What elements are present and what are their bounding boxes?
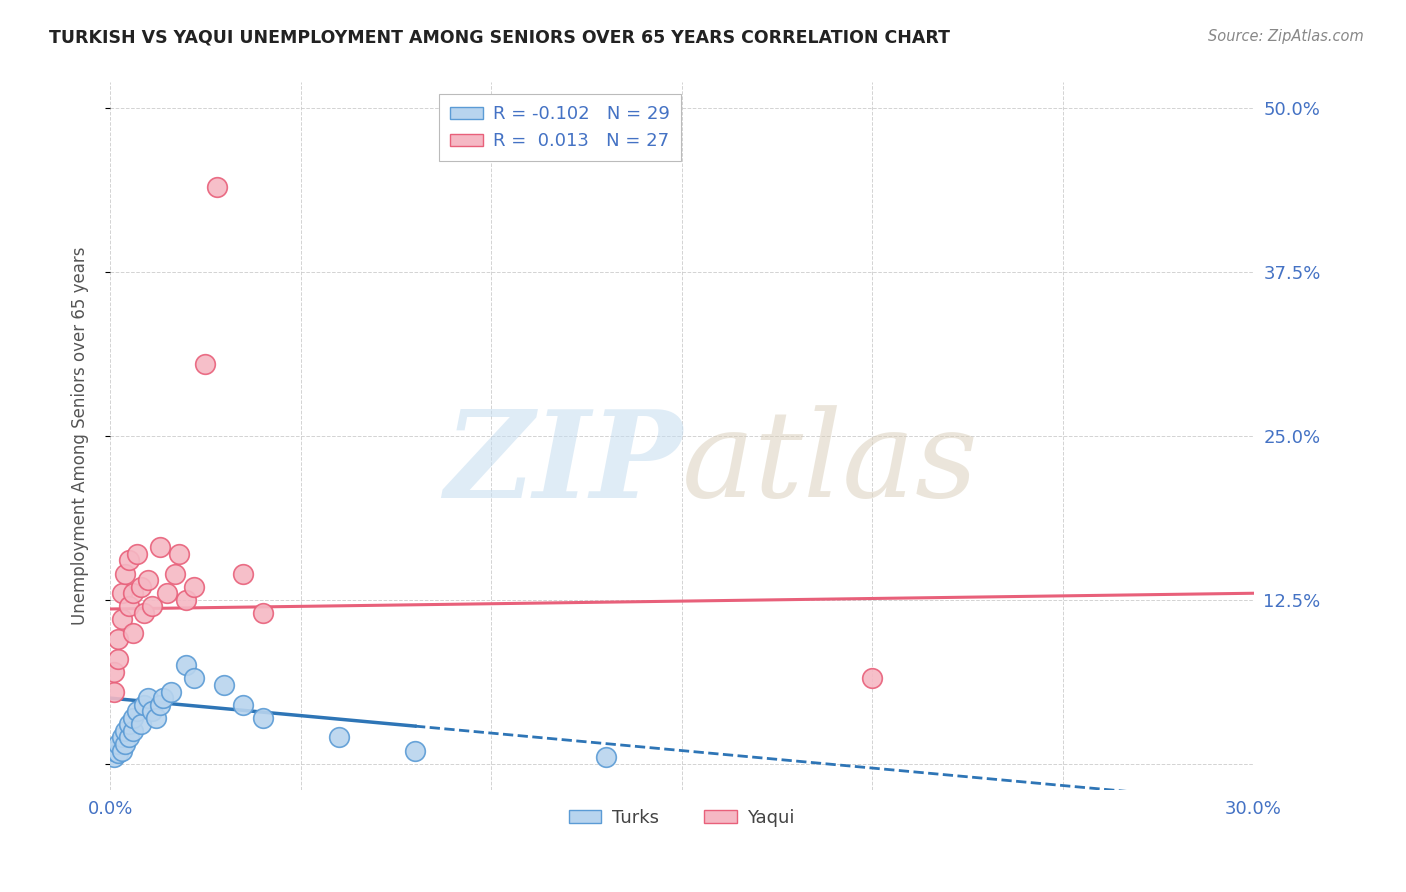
Point [103, 750, 125, 764]
Point [114, 566, 136, 581]
Point [114, 723, 136, 738]
Point [122, 711, 145, 725]
Point [149, 698, 172, 712]
Point [163, 566, 186, 581]
Point [252, 606, 274, 620]
Point [595, 750, 617, 764]
Point [110, 743, 132, 757]
Text: ZIP: ZIP [443, 405, 682, 524]
Point [145, 711, 167, 725]
Point [214, 678, 236, 692]
Point [404, 743, 426, 757]
Point [328, 731, 350, 745]
Point [252, 711, 274, 725]
Point [129, 717, 152, 731]
Point [194, 357, 217, 371]
Point [129, 580, 152, 594]
Point [103, 743, 125, 757]
Point [176, 592, 198, 607]
Point [156, 586, 179, 600]
Point [134, 606, 156, 620]
Point [167, 547, 190, 561]
Point [152, 691, 174, 706]
Point [160, 684, 183, 698]
Point [862, 672, 884, 686]
Point [232, 566, 254, 581]
Point [118, 553, 141, 567]
Text: TURKISH VS YAQUI UNEMPLOYMENT AMONG SENIORS OVER 65 YEARS CORRELATION CHART: TURKISH VS YAQUI UNEMPLOYMENT AMONG SENI… [49, 29, 950, 46]
Point [118, 717, 141, 731]
Point [110, 586, 132, 600]
Point [122, 586, 145, 600]
Point [122, 723, 145, 738]
Point [103, 684, 125, 698]
Point [107, 746, 129, 760]
Text: atlas: atlas [682, 406, 979, 523]
Point [134, 698, 156, 712]
Y-axis label: Unemployment Among Seniors over 65 years: Unemployment Among Seniors over 65 years [72, 247, 89, 625]
Point [125, 704, 148, 718]
Point [118, 731, 141, 745]
Point [125, 547, 148, 561]
Point [110, 612, 132, 626]
Point [183, 580, 205, 594]
Point [107, 632, 129, 647]
Point [183, 672, 205, 686]
Point [136, 573, 159, 587]
Point [110, 731, 132, 745]
Point [107, 737, 129, 751]
Text: Source: ZipAtlas.com: Source: ZipAtlas.com [1208, 29, 1364, 44]
Point [149, 541, 172, 555]
Point [141, 599, 163, 614]
Point [103, 665, 125, 679]
Point [107, 652, 129, 666]
Point [176, 658, 198, 673]
Point [136, 691, 159, 706]
Point [232, 698, 254, 712]
Point [122, 625, 145, 640]
Point [114, 737, 136, 751]
Point [141, 704, 163, 718]
Point [118, 599, 141, 614]
Point [205, 179, 228, 194]
Legend: Turks, Yaqui: Turks, Yaqui [561, 802, 803, 834]
